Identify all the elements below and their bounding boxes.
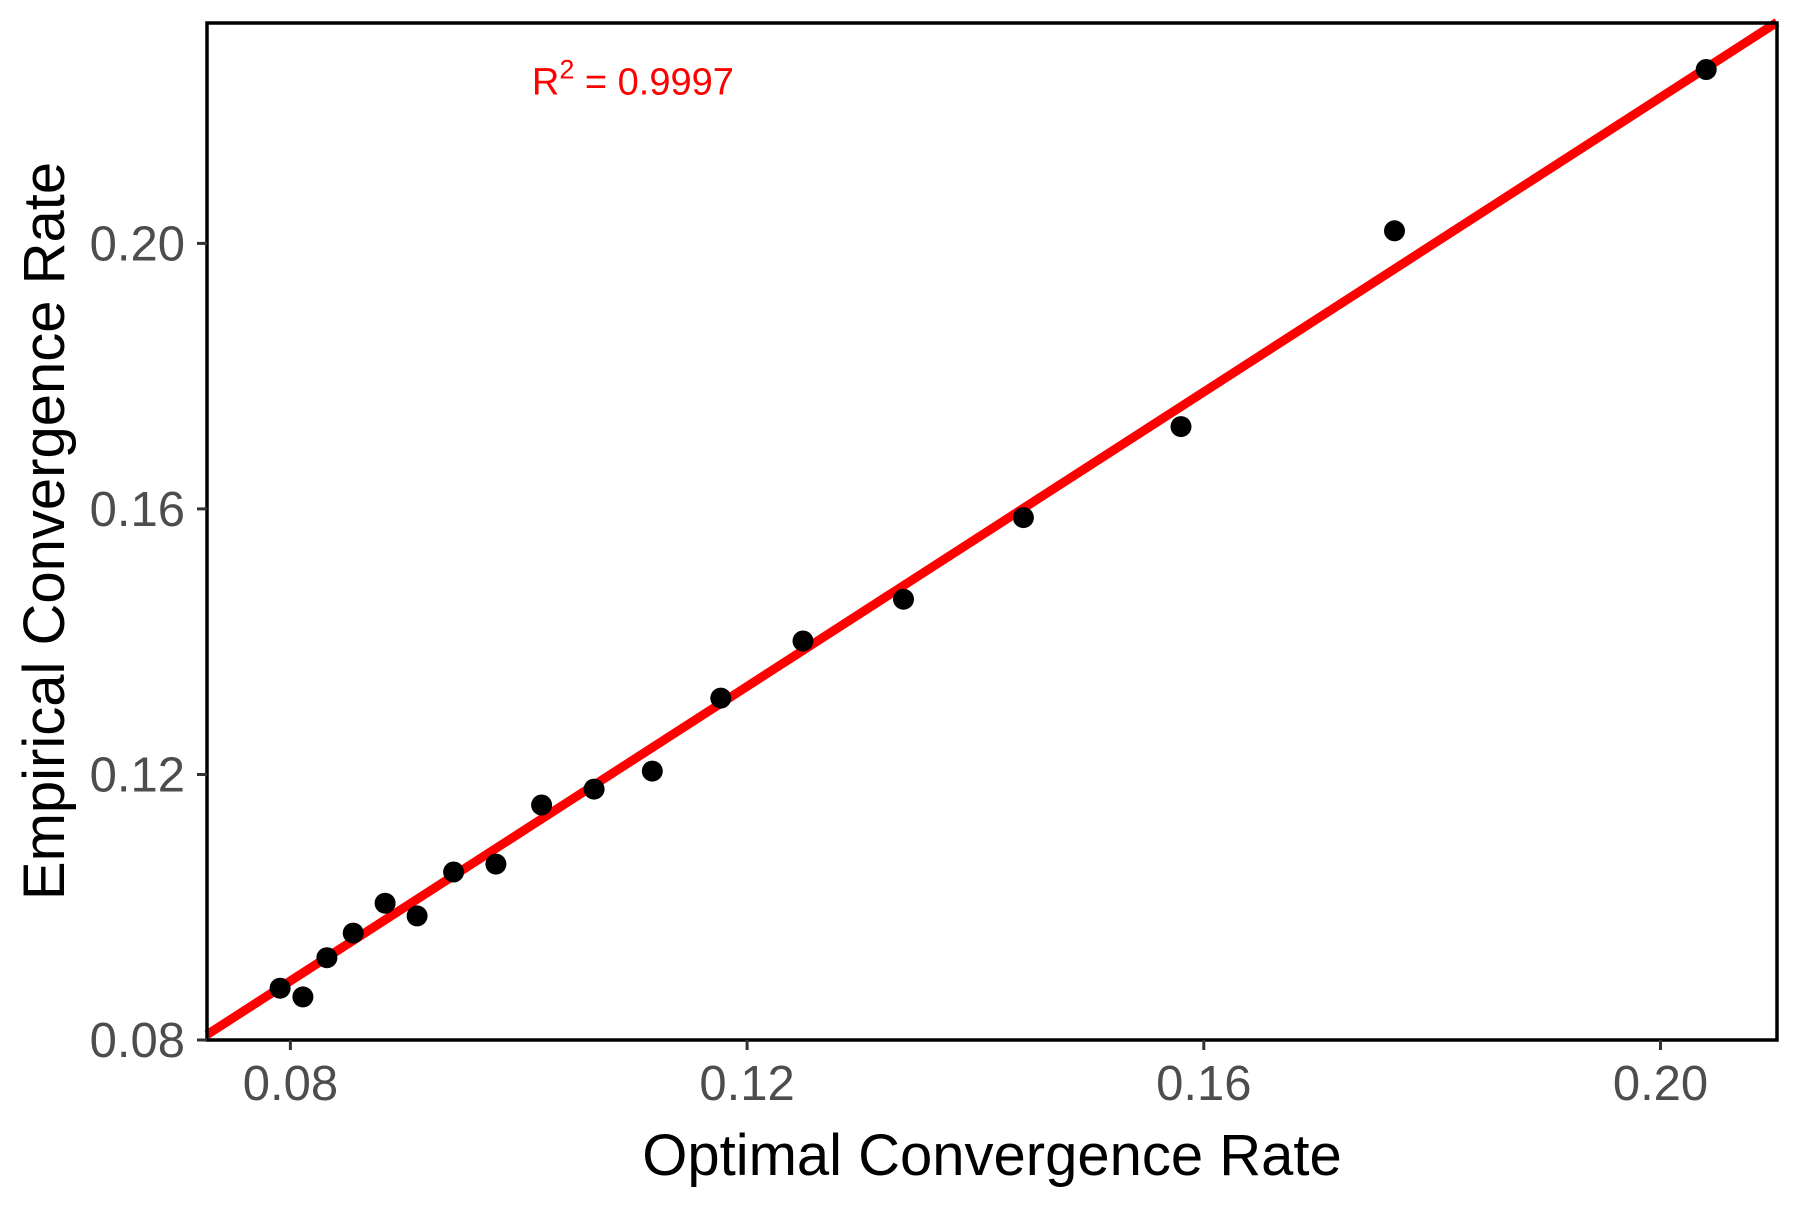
data-point — [893, 588, 914, 610]
data-point — [710, 687, 732, 709]
y-tick-label: 0.20 — [90, 217, 185, 271]
y-tick-label: 0.12 — [90, 749, 185, 803]
y-tick-label: 0.16 — [90, 483, 185, 537]
data-point — [1695, 59, 1717, 80]
data-point — [583, 778, 605, 800]
x-axis-title: Optimal Convergence Rate — [642, 1123, 1342, 1188]
x-tick-label: 0.20 — [1613, 1057, 1708, 1111]
data-point — [269, 977, 291, 999]
y-axis-title: Empirical Convergence Rate — [12, 162, 77, 900]
data-point — [792, 630, 814, 652]
data-point — [531, 794, 553, 816]
regression-line — [204, 18, 1780, 1039]
data-point — [1012, 507, 1034, 529]
y-tick-label: 0.08 — [90, 1014, 185, 1068]
data-points — [269, 59, 1717, 1008]
data-point — [1170, 416, 1192, 438]
x-tick-label: 0.16 — [1156, 1057, 1251, 1111]
data-point — [443, 861, 465, 883]
data-point — [316, 947, 338, 969]
panel-border — [205, 21, 1779, 1042]
x-tick-label: 0.08 — [243, 1057, 338, 1111]
data-point — [641, 760, 663, 782]
data-point — [374, 892, 396, 914]
data-point — [485, 853, 507, 875]
data-point — [406, 905, 428, 927]
x-axis-ticks: 0.08 0.12 0.16 0.20 — [243, 1040, 1708, 1111]
data-point — [1384, 220, 1405, 242]
r-squared-annotation: R2 = 0.9997 — [532, 55, 734, 104]
x-tick-label: 0.12 — [699, 1057, 794, 1111]
data-point — [342, 922, 364, 944]
data-point — [292, 986, 314, 1008]
y-axis-ticks: 0.08 0.12 0.16 0.20 — [90, 217, 207, 1068]
